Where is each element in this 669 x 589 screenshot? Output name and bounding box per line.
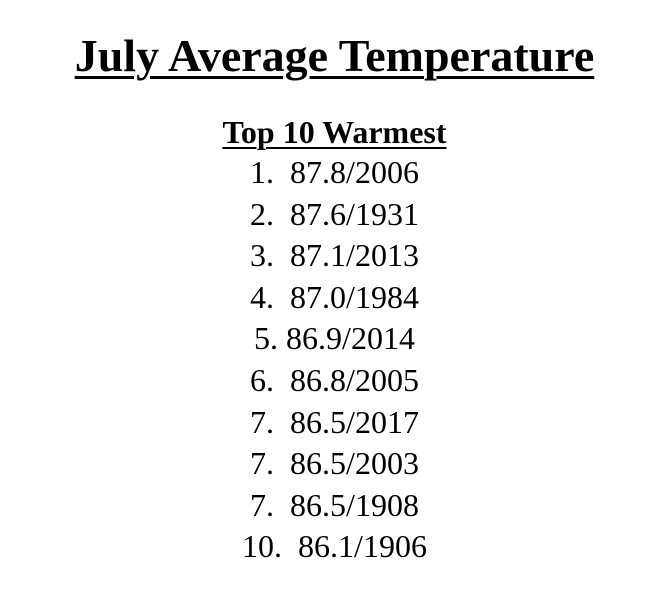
list-item: 1. 87.8/2006 [250,154,419,190]
list-item: 10. 86.1/1906 [242,528,427,565]
list-item: 6. 86.8/2005 [250,361,419,398]
list-item: 4. 87.0/1984 [250,278,419,315]
page-title: July Average Temperature [74,30,595,81]
list-item: 7. 86.5/2017 [250,403,419,440]
list-heading: Top 10 Warmest [222,114,447,150]
list-item: 3. 87.1/2013 [250,237,419,274]
list-item: 7. 86.5/1908 [250,486,419,523]
ranking-list: 1. 87.8/2006 2. 87.6/1931 3. 87.1/2013 4… [0,152,669,568]
list-item: 7. 86.5/2003 [250,445,419,482]
list-item: 2. 87.6/1931 [250,195,419,232]
list-item: 5. 86.9/2014 [254,320,415,357]
